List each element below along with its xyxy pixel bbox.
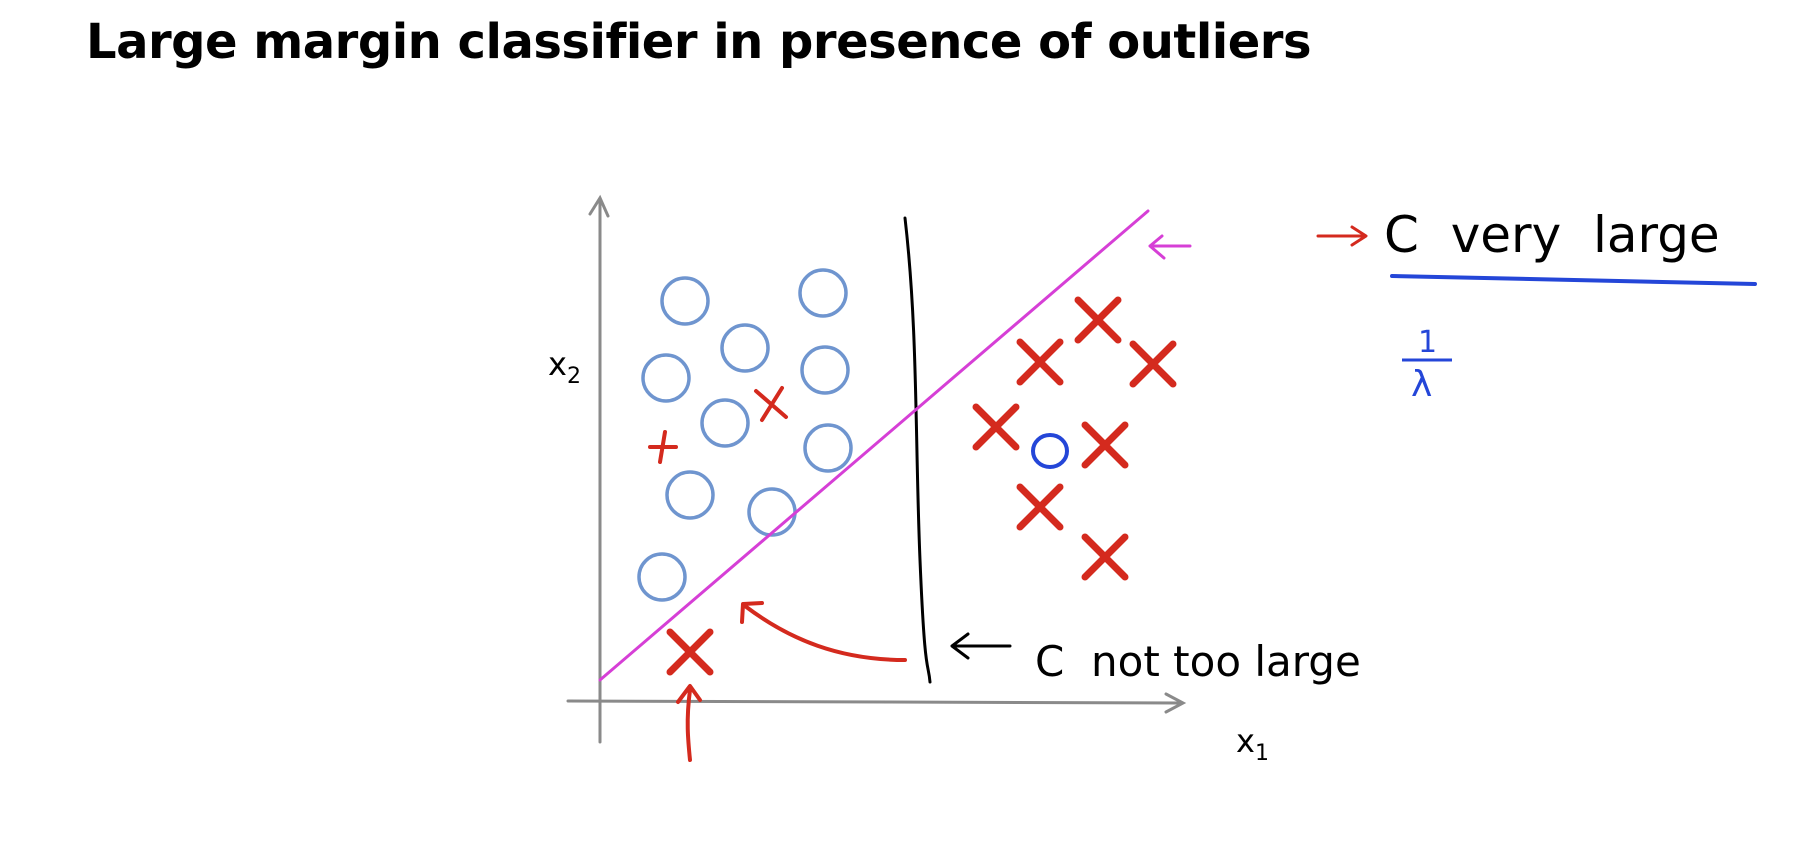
blue-underline [1390,274,1757,286]
negative-example [660,276,710,326]
negative-example [700,398,750,448]
positive-outlier-mark [648,430,678,464]
positive-outlier [666,628,714,676]
negative-example [665,470,715,520]
y-axis-label: x2 [548,345,581,389]
boundary-c-not-too-large [903,216,932,684]
red-up-arrow [676,684,702,762]
positive-example [1081,533,1129,581]
black-left-arrow [950,632,1012,660]
red-right-arrow [1316,225,1368,247]
negative-example [641,353,691,403]
negative-example [803,423,853,473]
magenta-pointer-arrow [1148,234,1192,260]
positive-outliers-small [648,386,788,464]
negative-example [800,345,850,395]
positive-example [1129,340,1177,388]
x-axis-label-subscript: 1 [1255,741,1269,766]
axes [566,194,1187,744]
y-axis-label-subscript: 2 [567,364,581,389]
lambda-fraction-numerator: 1 [1418,325,1437,360]
y-axis-arrowhead [588,194,610,218]
positive-example [1016,338,1064,386]
lambda-fraction-denominator: λ [1411,364,1432,405]
positive-example [1016,483,1064,531]
x-axis-arrowhead [1164,692,1187,714]
positive-examples [666,296,1177,676]
positive-example [1074,296,1122,344]
annotation-c-very-large: C very large [1384,206,1720,264]
positive-outlier-mark [754,386,788,422]
positive-example [972,403,1020,451]
negative-example [798,268,848,318]
annotation-c-not-too-large: C not too large [1035,637,1361,686]
x-axis-label: x1 [1236,722,1269,766]
negative-examples [637,268,853,602]
annotation-arrows [676,225,1368,762]
red-curved-arrow [740,601,907,662]
negative-example [747,487,797,537]
slide-title: Large margin classifier in presence of o… [86,14,1312,70]
negative-example [720,323,770,373]
boundary-c-very-large [598,209,1150,682]
negative-outlier [1031,433,1069,469]
negative-example [637,552,687,602]
positive-example [1081,421,1129,469]
x-axis [566,699,1182,705]
